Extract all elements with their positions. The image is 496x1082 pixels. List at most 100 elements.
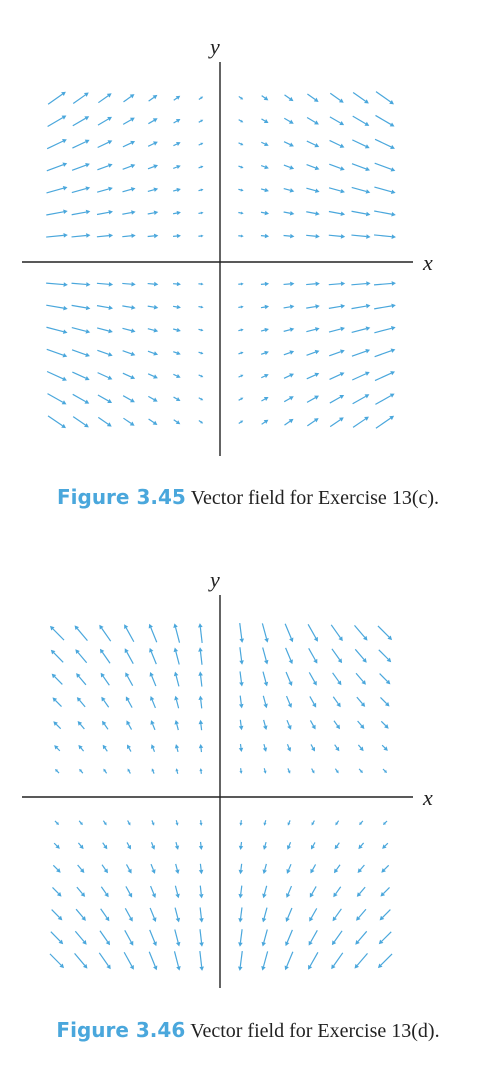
field-arrow — [351, 303, 371, 310]
field-arrow — [147, 373, 158, 379]
field-arrow — [199, 820, 203, 826]
field-arrow — [97, 416, 112, 427]
field-arrow — [238, 142, 244, 146]
field-arrow — [124, 624, 135, 643]
field-arrow — [151, 768, 155, 774]
field-arrow — [238, 119, 244, 123]
field-arrow — [75, 908, 86, 921]
field-arrow — [352, 139, 370, 149]
field-arrow — [124, 908, 133, 922]
field-arrow — [261, 95, 269, 101]
field-arrow — [98, 952, 111, 970]
field-arrow — [78, 744, 85, 752]
field-arrow — [52, 697, 62, 707]
field-arrow — [147, 233, 159, 239]
field-arrow — [260, 164, 269, 170]
field-arrow — [286, 842, 292, 850]
field-arrow — [74, 952, 88, 969]
field-arrow — [123, 94, 135, 103]
field-arrow — [239, 820, 243, 826]
field-arrow — [333, 886, 342, 898]
field-arrow — [238, 234, 244, 238]
field-arrow — [172, 233, 181, 239]
field-arrow — [382, 768, 388, 774]
field-arrow — [51, 909, 63, 921]
field-arrow — [306, 117, 319, 125]
field-arrow — [148, 395, 158, 402]
field-arrow — [238, 929, 243, 947]
field-arrow — [97, 349, 113, 357]
field-arrow — [328, 304, 346, 309]
field-arrow — [332, 672, 342, 686]
field-arrow — [351, 234, 371, 239]
field-arrow — [262, 671, 269, 687]
field-arrow — [382, 842, 389, 849]
field-arrow — [306, 349, 320, 356]
field-arrow — [198, 671, 203, 687]
field-arrow — [96, 305, 114, 310]
field-arrow — [375, 393, 395, 405]
field-arrow — [175, 768, 179, 774]
field-arrow — [352, 115, 370, 126]
field-arrow — [308, 648, 318, 664]
field-arrow — [375, 415, 395, 429]
field-arrow — [263, 719, 268, 731]
field-arrow — [330, 624, 343, 642]
field-arrow — [122, 372, 136, 380]
field-arrow — [328, 281, 346, 286]
field-arrow — [239, 623, 245, 643]
field-arrow — [122, 140, 136, 148]
field-arrow — [122, 395, 135, 403]
field-arrow — [55, 768, 60, 774]
field-arrow — [100, 672, 110, 686]
field-arrow — [72, 92, 89, 104]
field-arrow — [239, 671, 244, 687]
field-arrow — [373, 234, 396, 239]
field-arrow — [122, 281, 136, 287]
field-arrow — [127, 820, 131, 826]
caption-text: Vector field for Exercise 13(c). — [190, 487, 440, 509]
field-arrow — [262, 885, 268, 899]
field-arrow — [379, 673, 391, 685]
field-arrow — [283, 327, 295, 332]
field-arrow — [237, 951, 243, 971]
field-arrow — [329, 417, 344, 428]
field-arrow — [125, 672, 134, 686]
field-arrow — [149, 907, 157, 923]
field-arrow — [306, 140, 320, 148]
field-arrow — [198, 743, 204, 753]
field-arrow — [287, 768, 291, 774]
field-arrow — [377, 625, 393, 641]
field-arrow — [332, 696, 341, 708]
field-arrow — [174, 929, 181, 947]
field-arrow — [75, 649, 88, 664]
field-arrow — [238, 841, 244, 851]
field-arrow — [150, 842, 156, 850]
field-arrow — [382, 820, 388, 826]
field-arrow — [72, 393, 90, 404]
field-arrow — [261, 396, 269, 402]
field-arrow — [127, 744, 132, 752]
field-arrow — [172, 304, 181, 310]
field-arrow — [150, 863, 156, 874]
field-arrow — [147, 210, 159, 216]
field-arrow — [126, 842, 131, 850]
field-arrow — [351, 186, 371, 194]
field-arrow — [127, 768, 131, 774]
field-arrow — [351, 163, 371, 172]
field-arrow — [329, 139, 345, 148]
field-arrow — [262, 863, 267, 875]
field-arrow — [122, 327, 136, 333]
field-arrow — [76, 673, 87, 686]
field-arrow — [147, 350, 159, 356]
field-arrow — [311, 768, 315, 774]
field-arrow — [308, 930, 318, 946]
field-arrow — [351, 281, 371, 286]
field-arrow — [46, 282, 68, 287]
field-arrow — [47, 91, 66, 105]
field-arrow — [198, 96, 204, 100]
field-arrow — [306, 395, 319, 403]
field-arrow — [238, 165, 244, 169]
field-arrow — [122, 210, 136, 215]
field-arrow — [329, 163, 345, 171]
